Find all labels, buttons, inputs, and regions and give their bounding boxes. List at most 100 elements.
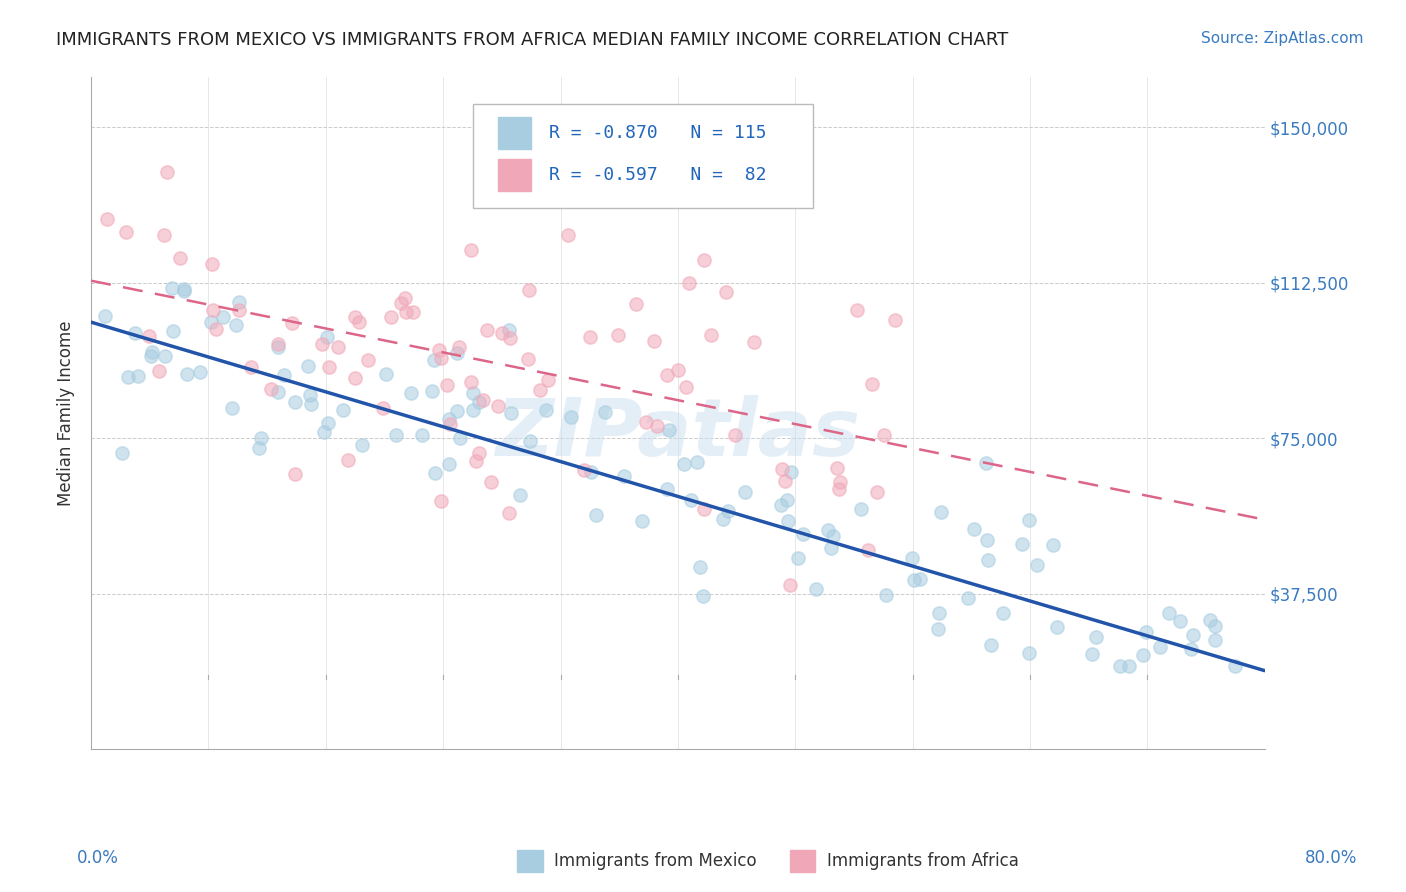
Point — [976, 533, 998, 548]
Point — [1018, 646, 1040, 660]
Point — [1135, 624, 1157, 639]
Point — [517, 283, 540, 297]
Point — [1168, 614, 1191, 628]
Point — [115, 225, 138, 239]
Point — [465, 454, 488, 468]
Point — [460, 375, 482, 389]
Point — [1204, 619, 1226, 633]
Point — [1042, 539, 1064, 553]
Point — [423, 352, 446, 367]
Point — [148, 364, 170, 378]
Point — [928, 607, 950, 621]
Point — [1018, 513, 1040, 527]
Point — [692, 589, 714, 603]
Point — [769, 498, 792, 512]
Point — [901, 551, 924, 566]
Point — [160, 281, 183, 295]
Point — [429, 493, 451, 508]
Text: IMMIGRANTS FROM MEXICO VS IMMIGRANTS FROM AFRICA MEDIAN FAMILY INCOME CORRELATIO: IMMIGRANTS FROM MEXICO VS IMMIGRANTS FRO… — [56, 31, 1008, 49]
Point — [273, 368, 295, 383]
Point — [461, 403, 484, 417]
Point — [903, 573, 925, 587]
Point — [423, 466, 446, 480]
Point — [976, 553, 998, 567]
Point — [402, 305, 425, 319]
Point — [343, 310, 366, 324]
Point — [666, 363, 689, 377]
Text: Immigrants from Africa: Immigrants from Africa — [827, 852, 1018, 871]
Point — [655, 482, 678, 496]
Point — [240, 360, 263, 375]
Point — [1182, 628, 1205, 642]
Point — [817, 524, 839, 538]
Point — [153, 227, 176, 242]
Point — [779, 465, 801, 479]
Point — [491, 326, 513, 341]
Point — [328, 340, 350, 354]
Point — [260, 382, 283, 396]
Point — [624, 297, 647, 311]
Point — [865, 484, 887, 499]
Point — [673, 458, 696, 472]
Point — [516, 351, 538, 366]
Text: Source: ZipAtlas.com: Source: ZipAtlas.com — [1201, 31, 1364, 46]
Point — [380, 310, 402, 324]
Point — [498, 506, 520, 520]
Point — [395, 305, 418, 319]
Point — [517, 175, 540, 189]
Point — [449, 340, 471, 354]
Point — [124, 326, 146, 341]
Point — [645, 418, 668, 433]
Point — [117, 370, 139, 384]
Point — [693, 253, 716, 268]
Point — [1084, 630, 1107, 644]
Point — [957, 591, 980, 606]
Text: 0.0%: 0.0% — [77, 849, 120, 867]
Point — [1199, 613, 1222, 627]
Point — [202, 303, 225, 318]
Point — [1149, 640, 1171, 654]
Point — [446, 404, 468, 418]
Point — [299, 397, 322, 411]
Point — [420, 384, 443, 398]
Point — [776, 514, 799, 528]
Point — [724, 428, 747, 442]
Point — [1132, 648, 1154, 663]
Point — [155, 349, 177, 363]
Bar — [498, 117, 531, 149]
Point — [657, 368, 679, 382]
Point — [280, 316, 302, 330]
Point — [770, 461, 793, 475]
Point — [875, 588, 897, 602]
Point — [228, 302, 250, 317]
Point — [356, 353, 378, 368]
Point — [776, 493, 799, 508]
Point — [461, 385, 484, 400]
Point — [860, 376, 883, 391]
Point — [385, 428, 408, 442]
Point — [931, 505, 953, 519]
Point — [225, 318, 247, 333]
Point — [1046, 620, 1069, 634]
Point — [1109, 659, 1132, 673]
Point — [446, 346, 468, 360]
Point — [411, 428, 433, 442]
Point — [927, 622, 949, 636]
Point — [606, 328, 628, 343]
Point — [579, 330, 602, 344]
Point — [138, 328, 160, 343]
Point — [773, 474, 796, 488]
Point — [468, 395, 491, 409]
Point — [460, 244, 482, 258]
Point — [711, 512, 734, 526]
Point — [284, 467, 307, 482]
Point — [714, 285, 737, 299]
Text: Immigrants from Mexico: Immigrants from Mexico — [554, 852, 756, 871]
Point — [858, 542, 880, 557]
Point — [1026, 558, 1049, 572]
Point — [498, 323, 520, 337]
Point — [247, 442, 270, 456]
Point — [350, 438, 373, 452]
Point — [173, 282, 195, 296]
Point — [343, 371, 366, 385]
